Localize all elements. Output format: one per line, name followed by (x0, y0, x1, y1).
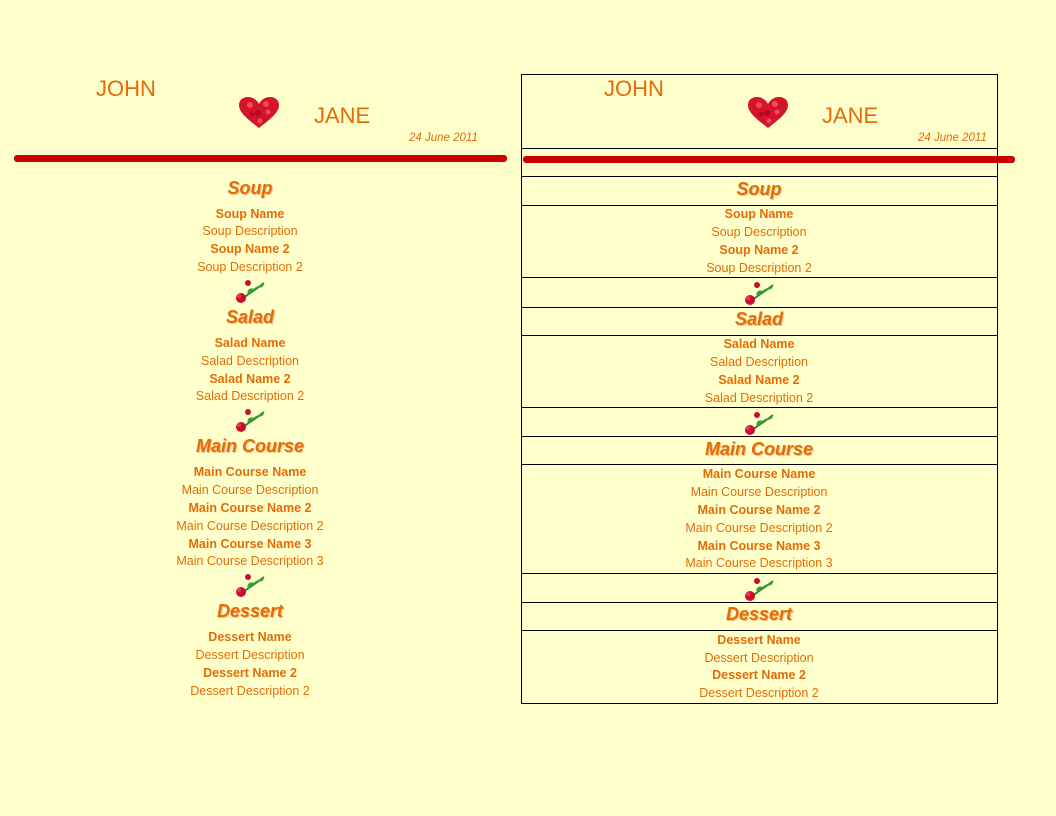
table-row-divider (521, 630, 998, 631)
dish-description: Salad Description 2 (195, 389, 305, 403)
divider-bar (523, 156, 1015, 163)
heart-icon (748, 97, 788, 128)
dish-name: Dessert Name 2 (712, 668, 806, 682)
rose-icon (232, 571, 268, 599)
menu-panel-left: JOHN JANE 24 June 2011 Soup Soup Name Soup… (0, 0, 510, 816)
header-name-1: JOHN (604, 76, 664, 101)
dish-name: Salad Name (723, 337, 795, 351)
section-title: Salad (225, 307, 275, 327)
section-title: Dessert (725, 604, 793, 624)
table-row-divider (521, 436, 998, 437)
table-row-divider (521, 277, 998, 278)
dish-description: Salad Description (201, 354, 299, 368)
dish-name: Main Course Name 2 (188, 501, 312, 515)
table-row-divider (521, 74, 998, 75)
table-border-left (521, 74, 522, 704)
section-title: Soup (227, 178, 273, 198)
menu-content: Soup Soup Name Soup Description Soup Name 2… (0, 0, 500, 816)
rose-icon (232, 406, 268, 434)
section-title: Dessert (216, 601, 284, 621)
section-title: Main Course (195, 436, 305, 456)
dish-name: Soup Name 2 (719, 243, 799, 257)
divider-bar (14, 155, 507, 162)
dish-name: Main Course Name 3 (697, 539, 821, 553)
dish-description: Dessert Description 2 (190, 684, 310, 698)
dish-name: Main Course Name 3 (188, 537, 312, 551)
dish-description: Salad Description 2 (704, 391, 814, 405)
table-row-divider (521, 602, 998, 603)
table-row-divider (521, 176, 998, 177)
dish-description: Soup Description 2 (706, 261, 812, 275)
dish-name: Soup Name (215, 207, 285, 221)
dish-description: Main Course Description 3 (176, 554, 324, 568)
table-row-divider (521, 335, 998, 336)
dish-description: Main Course Description (181, 483, 319, 497)
table-row-divider (521, 148, 998, 149)
dish-name: Dessert Name (208, 630, 292, 644)
dish-description: Dessert Description 2 (699, 686, 819, 700)
table-row-divider (521, 307, 998, 308)
dish-description: Main Course Description 2 (685, 521, 833, 535)
dish-description: Main Course Description (690, 485, 828, 499)
rose-icon (741, 575, 777, 603)
table-row-divider (521, 703, 998, 704)
wedding-date: 24 June 2011 (409, 132, 478, 144)
header-name-2: JANE (822, 103, 879, 128)
section-title: Soup (736, 179, 782, 199)
menu-content: Soup Soup Name Soup Description Soup Name 2… (521, 0, 997, 816)
dish-description: Soup Description 2 (197, 260, 303, 274)
table-row-divider (521, 573, 998, 574)
heart-icon (239, 97, 279, 128)
table-row-divider (521, 407, 998, 408)
rose-icon (741, 279, 777, 307)
dish-description: Main Course Description 3 (685, 556, 833, 570)
wedding-date: 24 June 2011 (918, 132, 987, 144)
table-row-divider (521, 205, 998, 206)
dish-name: Salad Name 2 (718, 373, 800, 387)
header-name-2: JANE (314, 103, 371, 128)
dish-description: Main Course Description 2 (176, 519, 324, 533)
dish-description: Soup Description (711, 225, 807, 239)
dish-description: Salad Description (710, 355, 808, 369)
dish-name: Dessert Name (717, 633, 801, 647)
dish-name: Main Course Name (702, 467, 816, 481)
dish-name: Salad Name 2 (209, 372, 291, 386)
rose-icon (741, 409, 777, 437)
header-name-1: JOHN (96, 76, 156, 101)
dish-name: Main Course Name 2 (697, 503, 821, 517)
section-title: Salad (734, 309, 784, 329)
dish-name: Salad Name (214, 336, 286, 350)
dish-name: Main Course Name (193, 465, 307, 479)
table-border-right (997, 74, 998, 704)
section-title: Main Course (704, 439, 814, 459)
dish-name: Dessert Name 2 (203, 666, 297, 680)
table-row-divider (521, 464, 998, 465)
dish-description: Dessert Description (195, 648, 305, 662)
rose-icon (232, 277, 268, 305)
dish-name: Soup Name 2 (210, 242, 290, 256)
dish-description: Soup Description (202, 224, 298, 238)
dish-description: Dessert Description (704, 651, 814, 665)
dish-name: Soup Name (724, 207, 794, 221)
